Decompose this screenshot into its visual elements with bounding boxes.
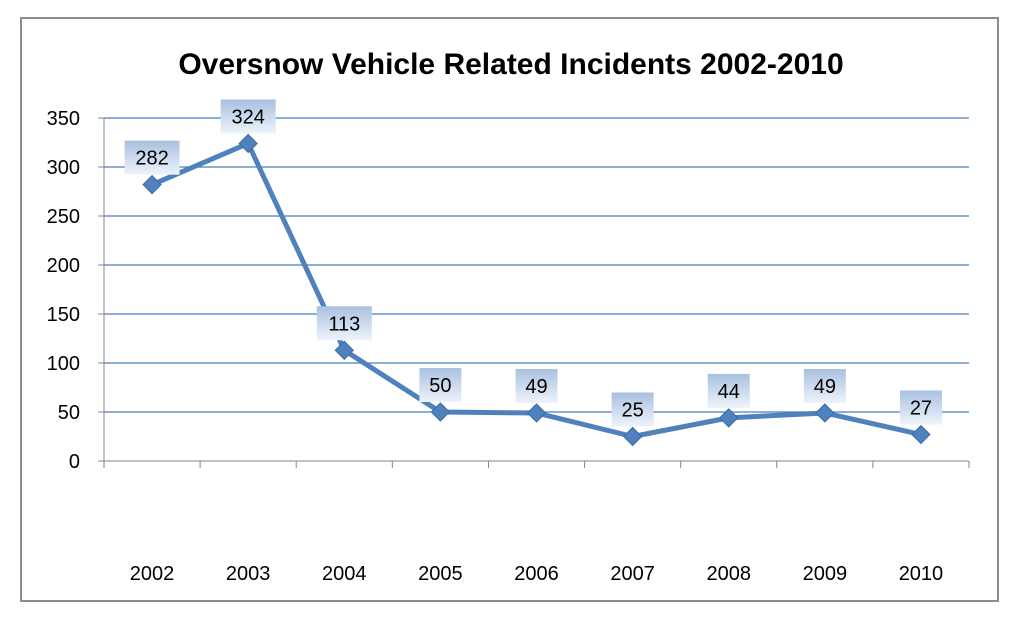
data-label: 50 <box>429 375 451 397</box>
x-tick-label: 2010 <box>899 563 944 585</box>
data-label: 113 <box>328 313 360 335</box>
data-point-marker <box>334 340 354 360</box>
x-tick-label: 2005 <box>418 563 463 585</box>
data-point-marker <box>142 174 162 195</box>
x-tick-label: 2006 <box>514 563 559 585</box>
x-tick-label: 2004 <box>322 563 367 585</box>
data-label-box <box>707 373 750 408</box>
data-label: 282 <box>135 148 168 170</box>
y-tick-label: 350 <box>47 108 80 130</box>
data-label: 27 <box>910 398 932 420</box>
data-label-box <box>803 368 846 403</box>
x-tick-label: 2007 <box>610 563 655 585</box>
x-tick-label: 2008 <box>706 563 751 585</box>
data-point-marker <box>911 424 931 445</box>
data-label: 44 <box>718 381 740 403</box>
data-label-box <box>515 368 558 403</box>
y-tick-label: 0 <box>69 451 80 473</box>
data-point-marker <box>622 426 643 447</box>
data-label: 49 <box>525 376 547 398</box>
x-tick-label: 2009 <box>803 563 848 585</box>
data-label-box <box>124 140 180 175</box>
x-tick-label: 2003 <box>226 563 271 585</box>
data-label-box <box>611 392 654 427</box>
data-point-marker <box>815 403 835 423</box>
data-point-marker <box>238 133 258 154</box>
y-tick-label: 50 <box>58 402 80 424</box>
data-label-box <box>220 99 276 134</box>
data-label-box <box>899 390 942 425</box>
data-label: 324 <box>231 106 264 128</box>
data-label-box <box>419 368 462 402</box>
data-point-marker <box>430 402 451 422</box>
x-tick-label: 2002 <box>130 563 175 585</box>
y-tick-label: 150 <box>47 304 80 326</box>
data-label: 49 <box>814 376 836 398</box>
y-tick-label: 250 <box>47 206 80 228</box>
data-point-marker <box>526 403 547 423</box>
y-tick-label: 300 <box>47 157 80 179</box>
data-label-box <box>316 306 372 341</box>
y-tick-label: 100 <box>47 353 80 375</box>
data-label: 25 <box>621 400 643 422</box>
data-point-marker <box>719 408 739 428</box>
y-tick-label: 200 <box>47 255 80 277</box>
chart-title: Oversnow Vehicle Related Incidents 2002-… <box>178 48 843 81</box>
chart-frame <box>20 17 999 602</box>
